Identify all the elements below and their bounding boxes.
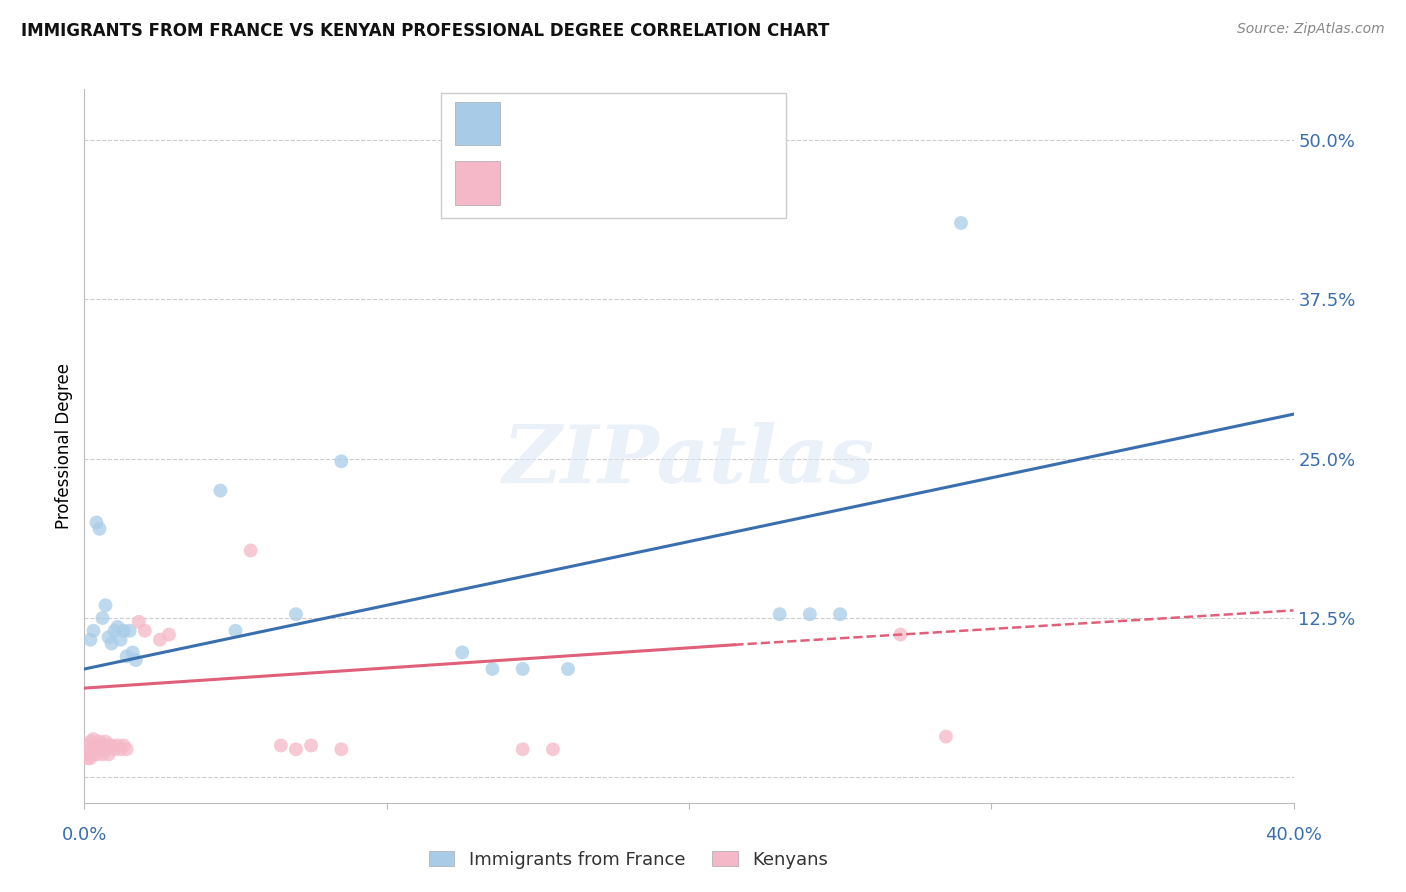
Point — [115, 742, 138, 756]
Point — [94, 599, 117, 613]
Text: 40.0%: 40.0% — [1265, 826, 1322, 844]
Point — [950, 216, 973, 230]
Point — [79, 747, 101, 762]
Point — [890, 627, 912, 641]
Point — [76, 745, 98, 759]
Point — [94, 734, 117, 748]
Point — [91, 611, 114, 625]
Point — [91, 739, 114, 753]
Point — [112, 624, 135, 638]
Point — [97, 747, 120, 762]
Point — [225, 624, 247, 638]
Point — [97, 630, 120, 644]
Point — [134, 624, 156, 638]
Point — [107, 739, 129, 753]
Point — [107, 620, 129, 634]
Point — [86, 739, 108, 753]
Point — [270, 739, 292, 753]
Legend: Immigrants from France, Kenyans: Immigrants from France, Kenyans — [422, 844, 835, 876]
Point — [541, 742, 564, 756]
Point — [82, 732, 104, 747]
Point — [79, 734, 101, 748]
Point — [94, 742, 117, 756]
Point — [100, 739, 122, 753]
Point — [239, 543, 262, 558]
Point — [330, 454, 353, 468]
Point — [104, 624, 127, 638]
Point — [121, 645, 143, 659]
Point — [128, 615, 150, 629]
Point — [112, 739, 135, 753]
Point — [935, 730, 957, 744]
Point — [512, 742, 534, 756]
Y-axis label: Professional Degree: Professional Degree — [55, 363, 73, 529]
Point — [157, 627, 180, 641]
Text: ZIPatlas: ZIPatlas — [503, 422, 875, 499]
Point — [86, 516, 108, 530]
Text: IMMIGRANTS FROM FRANCE VS KENYAN PROFESSIONAL DEGREE CORRELATION CHART: IMMIGRANTS FROM FRANCE VS KENYAN PROFESS… — [21, 22, 830, 40]
Point — [89, 734, 111, 748]
Point — [284, 742, 308, 756]
Text: Source: ZipAtlas.com: Source: ZipAtlas.com — [1237, 22, 1385, 37]
Point — [110, 742, 132, 756]
Point — [104, 742, 127, 756]
Point — [100, 636, 122, 650]
Point — [79, 632, 101, 647]
Point — [76, 739, 98, 753]
Point — [89, 522, 111, 536]
Point — [115, 649, 138, 664]
Point — [149, 632, 172, 647]
Point — [82, 742, 104, 756]
Point — [91, 747, 114, 762]
Point — [330, 742, 353, 756]
Point — [97, 739, 120, 753]
Point — [209, 483, 232, 498]
Point — [284, 607, 308, 622]
Point — [110, 632, 132, 647]
Text: 0.0%: 0.0% — [62, 826, 107, 844]
Point — [557, 662, 579, 676]
Point — [86, 747, 108, 762]
Point — [79, 751, 101, 765]
Point — [299, 739, 322, 753]
Point — [89, 742, 111, 756]
Point — [830, 607, 852, 622]
Point — [769, 607, 792, 622]
Point — [481, 662, 503, 676]
Point — [512, 662, 534, 676]
Point — [451, 645, 474, 659]
Point — [118, 624, 141, 638]
Point — [799, 607, 821, 622]
Point — [125, 653, 148, 667]
Point — [82, 624, 104, 638]
Point — [76, 751, 98, 765]
